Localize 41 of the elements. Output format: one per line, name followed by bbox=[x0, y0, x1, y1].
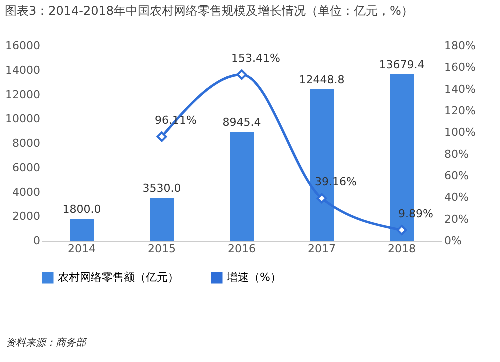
y2-tick-label: 0% bbox=[444, 234, 462, 248]
y2-tick-label: 140% bbox=[444, 82, 476, 96]
y2-tick-label: 120% bbox=[444, 104, 476, 118]
data-label: 13679.4 bbox=[379, 58, 425, 72]
y2-tick-label: 160% bbox=[444, 61, 476, 74]
point bbox=[156, 132, 168, 142]
y2-tick-label: 180% bbox=[444, 40, 476, 52]
y-tick-label: 6000 bbox=[12, 161, 40, 174]
bar bbox=[150, 198, 174, 241]
y2-tick-label: 80% bbox=[444, 148, 469, 161]
x-tick-label: 2014 bbox=[68, 242, 96, 256]
data-label: 12448.8 bbox=[299, 73, 345, 86]
x-tick-label: 2018 bbox=[388, 242, 416, 256]
legend-label: 农村网络零售额（亿元） bbox=[58, 271, 179, 284]
y2-tick-label: 20% bbox=[444, 212, 469, 226]
bar bbox=[70, 219, 94, 241]
point bbox=[236, 70, 248, 80]
x-tick-label: 2015 bbox=[148, 242, 176, 256]
bar bbox=[230, 132, 254, 241]
y-tick-label: 0 bbox=[34, 234, 40, 248]
point bbox=[396, 225, 408, 236]
y-tick-label: 2000 bbox=[12, 210, 40, 224]
y-tick-label: 14000 bbox=[6, 64, 40, 77]
point bbox=[316, 193, 328, 204]
text: 资料来源：商务部 bbox=[6, 336, 86, 350]
data-label: 8945.4 bbox=[222, 116, 262, 129]
x-tick-label: 2016 bbox=[228, 242, 256, 256]
legend-label: 增速（%） bbox=[226, 271, 282, 284]
y-tick-label: 8000 bbox=[12, 137, 40, 150]
y2-tick-label: 40% bbox=[444, 191, 469, 204]
data-label: 1800.0 bbox=[62, 203, 102, 216]
y-tick-label: 10000 bbox=[6, 112, 40, 126]
y-tick-label: 4000 bbox=[12, 186, 40, 199]
y-tick-label: 12000 bbox=[6, 88, 40, 102]
data-label: 153.41% bbox=[232, 52, 280, 65]
y2-tick-label: 100% bbox=[444, 126, 476, 140]
chart-title: 图表3：2014-2018年中国农村网络零售规模及增长情况（单位：亿元，%） bbox=[5, 4, 414, 18]
y2-tick-label: 60% bbox=[444, 170, 469, 182]
x-tick-label: 2017 bbox=[308, 242, 336, 256]
y-tick-label: 16000 bbox=[6, 40, 40, 52]
data-label: 3530.0 bbox=[142, 182, 182, 195]
